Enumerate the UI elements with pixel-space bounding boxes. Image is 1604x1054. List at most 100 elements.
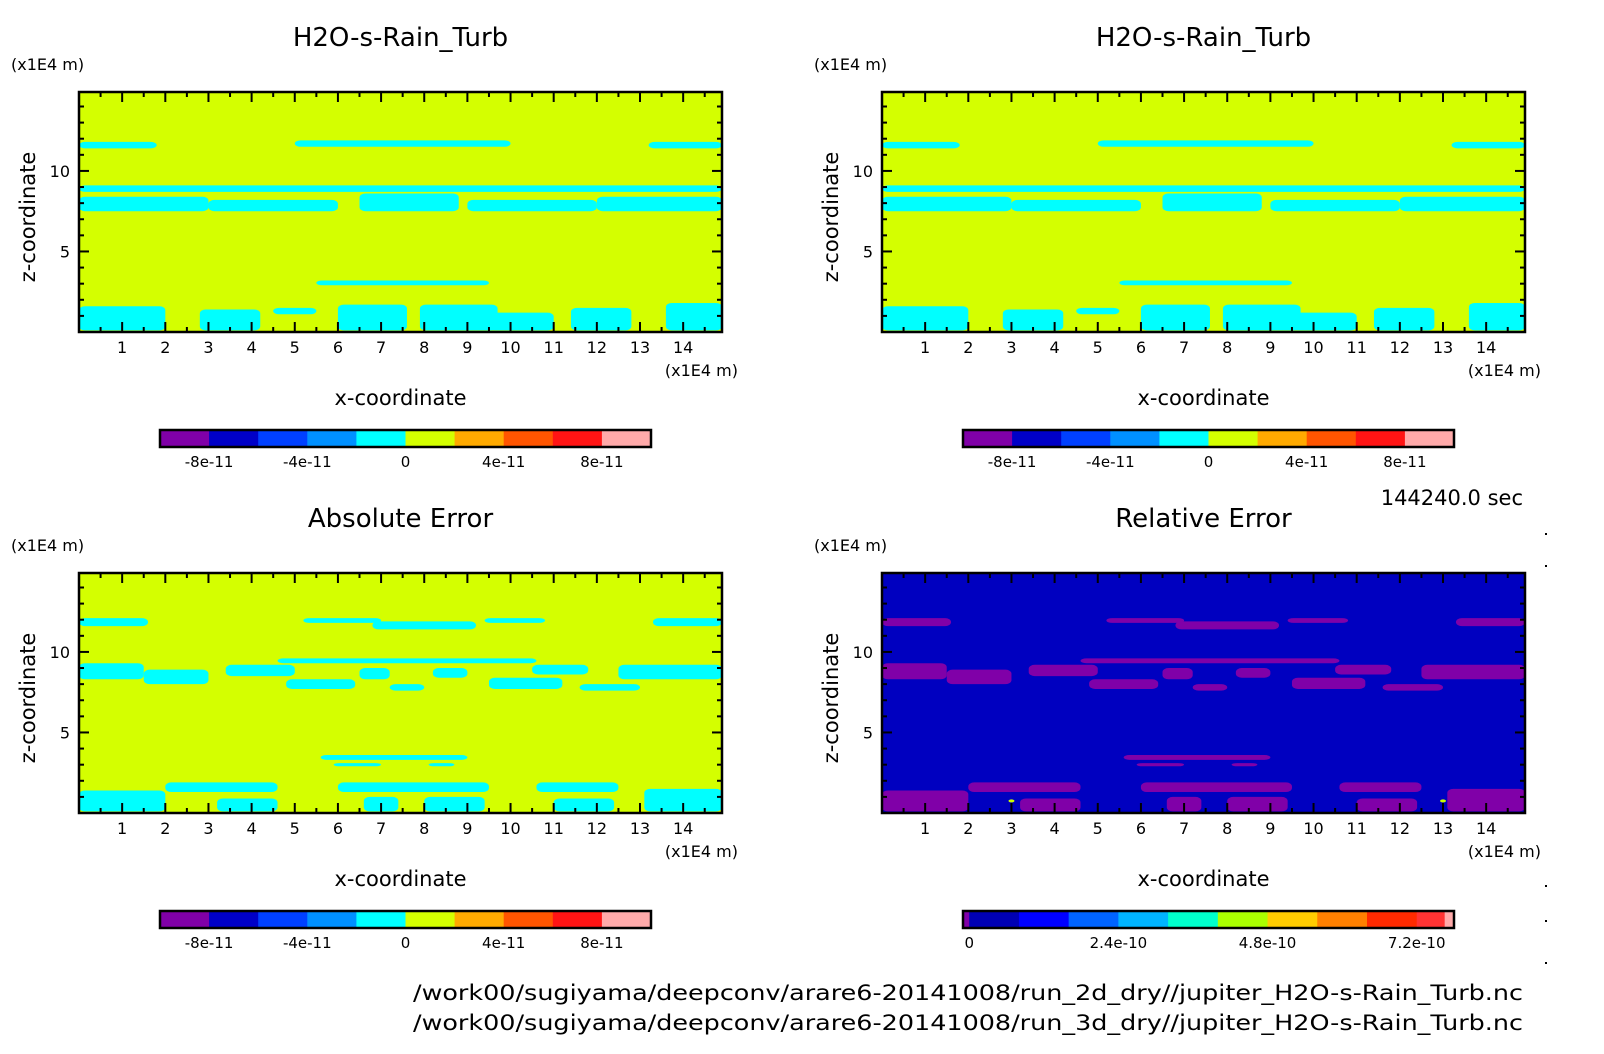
x-tick-label: 3	[203, 338, 213, 357]
panel-abs-error: Absolute Error(x1E4 m)1 2 3 4 5 6 7 8 9 10 11 12 13 1…	[11, 504, 738, 952]
contour-region	[1421, 664, 1525, 680]
contour-region	[337, 782, 489, 793]
time-label: 144240.0 sec	[1381, 486, 1523, 510]
colorbar-segment	[307, 430, 357, 447]
y-unit-label: (x1E4 m)	[11, 536, 84, 555]
x-tick-label: 13	[630, 819, 650, 838]
contour-region	[79, 185, 722, 192]
colorbar-segment	[1118, 911, 1169, 928]
x-tick-label: 5	[1093, 819, 1103, 838]
plot-title: H2O-s-Rain_Turb	[293, 23, 508, 53]
colorbar-tick-label: -4e-11	[283, 453, 332, 471]
colorbar-segment	[209, 911, 259, 928]
contour-region	[1119, 280, 1292, 286]
x-axis-label: x-coordinate	[334, 867, 466, 891]
colorbar-segment	[963, 430, 1013, 447]
contour-region	[199, 309, 261, 331]
contour-region	[359, 193, 459, 212]
contour-region	[1335, 664, 1392, 675]
colorbar-segment	[356, 430, 406, 447]
colorbar-frame	[158, 909, 653, 930]
colorbar-tick-label: 0	[401, 453, 411, 471]
x-tick-label: 10	[500, 819, 520, 838]
contour-region	[644, 788, 722, 812]
colorbar: 0 2.4e-10 4.8e-10 7.2e-10	[961, 909, 1456, 952]
colorbar-segment	[963, 911, 970, 928]
contour-region	[286, 679, 356, 689]
colorbar-segment	[1404, 430, 1455, 447]
x-tick-label: 11	[544, 819, 564, 838]
x-tick-label: 6	[333, 338, 343, 357]
y-axis-label: z-coordinate	[16, 152, 40, 283]
contour-region	[428, 763, 455, 767]
y-tick-label: 10	[853, 643, 873, 662]
colorbar-segment	[454, 430, 505, 447]
x-tick-label: 2	[160, 338, 170, 357]
x-axis-label: x-coordinate	[1137, 386, 1269, 410]
contour-region	[277, 658, 537, 664]
x-tick-label: 8	[419, 819, 429, 838]
contour-region	[1136, 763, 1185, 767]
dot	[1545, 565, 1547, 567]
x-tick-label: 4	[247, 338, 257, 357]
x-unit-label: (x1E4 m)	[1468, 842, 1541, 861]
colorbar-tick-label: 8e-11	[1383, 453, 1426, 471]
x-unit-label: (x1E4 m)	[665, 361, 738, 380]
contour-region	[303, 618, 382, 623]
y-unit-label: (x1E4 m)	[11, 55, 84, 74]
contour-region	[1356, 798, 1418, 812]
colorbar-tick-label: 4e-11	[482, 934, 525, 952]
colorbar-segment	[160, 430, 210, 447]
x-tick-label: 9	[1265, 819, 1275, 838]
colorbar-segment	[601, 430, 652, 447]
contour-region	[946, 669, 1012, 685]
x-tick-label: 12	[587, 819, 607, 838]
colorbar-segment	[1257, 430, 1308, 447]
x-tick-label: 4	[247, 819, 257, 838]
contour-region	[1140, 782, 1292, 793]
colorbar-segment	[552, 911, 603, 928]
contour-region	[1227, 796, 1288, 812]
colorbar-tick-label: -4e-11	[283, 934, 332, 952]
contour-region	[488, 677, 563, 689]
x-tick-label: 8	[1222, 338, 1232, 357]
contour-region	[1270, 199, 1400, 212]
contour-region	[1002, 309, 1064, 331]
contour-region	[1123, 755, 1271, 760]
contour-region	[665, 303, 722, 331]
x-tick-label: 5	[290, 819, 300, 838]
y-tick-label: 10	[50, 162, 70, 181]
x-tick-label: 2	[160, 819, 170, 838]
dot	[1545, 962, 1547, 964]
y-tick-label: 5	[60, 242, 70, 261]
contour-region	[596, 196, 722, 212]
contour-region	[217, 798, 278, 812]
colorbar-tick-label: -8e-11	[185, 934, 234, 952]
colorbar-segment	[356, 911, 406, 928]
x-tick-label: 4	[1050, 338, 1060, 357]
x-tick-label: 7	[1179, 338, 1189, 357]
x-axis-label: x-coordinate	[334, 386, 466, 410]
y-tick-label: 10	[853, 162, 873, 181]
contour-region	[618, 664, 722, 680]
colorbar-segment	[1267, 911, 1318, 928]
stray-dots	[1545, 533, 1547, 964]
x-tick-label: 9	[462, 338, 472, 357]
colorbar-segment	[1366, 911, 1418, 928]
x-tick-label: 7	[376, 819, 386, 838]
colorbar-tick-label: 7.2e-10	[1388, 934, 1446, 952]
contour-region	[1339, 782, 1422, 793]
y-tick-label: 5	[863, 242, 873, 261]
y-tick-label: 10	[50, 643, 70, 662]
colorbar-segment	[1416, 911, 1446, 928]
contour-region	[1382, 684, 1444, 691]
file-path-3d: /work00/sugiyama/deepconv/arare6-2014100…	[413, 1011, 1523, 1036]
x-tick-label: 8	[1222, 819, 1232, 838]
colorbar-segment	[405, 911, 456, 928]
colorbar-segment	[1061, 430, 1111, 447]
colorbar-tick-label: 8e-11	[580, 934, 623, 952]
colorbar-tick-label: 4e-11	[482, 453, 525, 471]
contour-region	[79, 306, 166, 331]
colorbar-segment	[1444, 911, 1455, 928]
